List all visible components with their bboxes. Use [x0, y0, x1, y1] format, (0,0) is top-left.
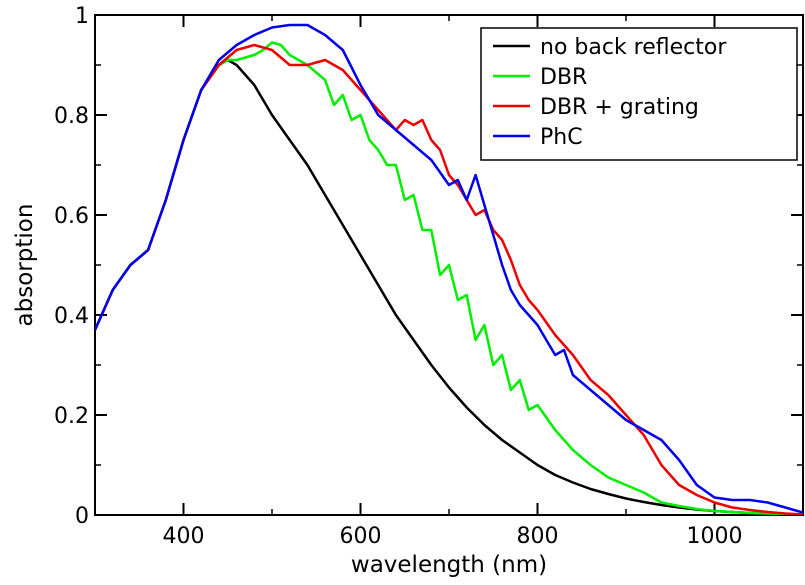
legend-label-no-back-reflector: no back reflector [540, 35, 727, 60]
legend: no back reflector DBR DBR + grating PhC [480, 27, 798, 161]
y-tick-label: 0.8 [54, 104, 89, 129]
series-lines [95, 23, 803, 515]
x-tick-label: 800 [517, 524, 559, 549]
x-tick-label: 600 [340, 524, 382, 549]
x-tick-label: 1000 [687, 524, 743, 549]
series-line-phc [95, 23, 803, 514]
series-line-dbr [95, 41, 803, 515]
y-tick-label: 0 [75, 504, 89, 529]
series-line-dbr-grating [95, 43, 803, 515]
y-tick-label: 1 [75, 4, 89, 29]
axis-tick-labels: 0 0.2 0.4 0.6 0.8 1 400 600 800 1000 [54, 4, 743, 549]
x-axis-title: wavelength (nm) [351, 552, 547, 578]
legend-label-dbr-grating: DBR + grating [540, 95, 699, 120]
y-tick-label: 0.4 [54, 304, 89, 329]
legend-label-phc: PhC [540, 125, 583, 150]
legend-label-dbr: DBR [540, 65, 587, 90]
x-tick-label: 400 [163, 524, 205, 549]
y-tick-label: 0.6 [54, 204, 89, 229]
y-axis-title: absorption [12, 204, 38, 327]
y-tick-label: 0.2 [54, 404, 89, 429]
legend-box [480, 27, 798, 161]
